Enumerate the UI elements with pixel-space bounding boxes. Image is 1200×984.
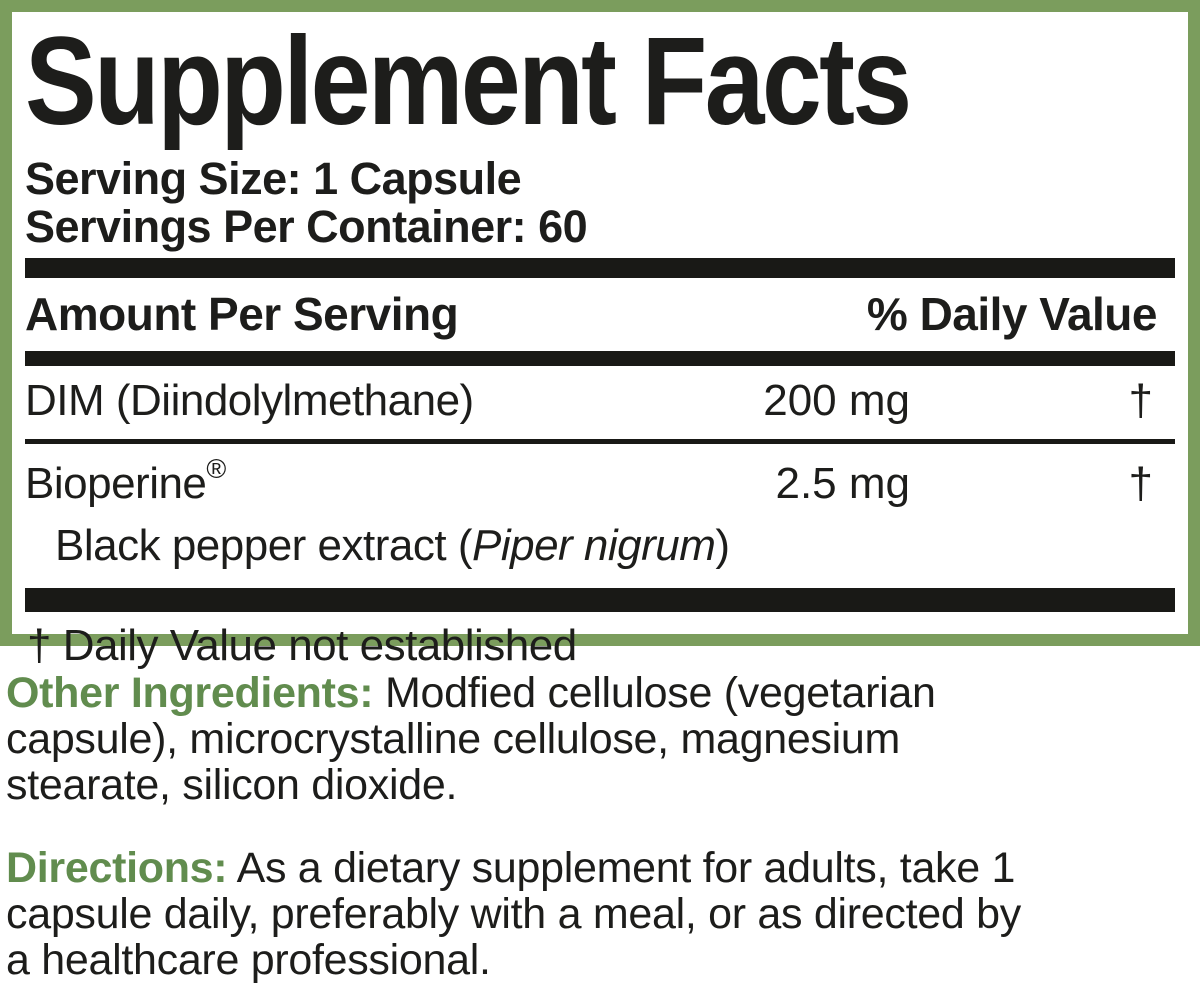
nutrient-row-dim: DIM (Diindolylmethane) 200 mg †	[25, 366, 1175, 439]
divider-rule-thin	[25, 439, 1175, 445]
daily-value-header: % Daily Value	[866, 288, 1158, 341]
sub-ingredient-suffix: )	[715, 521, 730, 571]
nutrient-amount: 2.5 mg	[775, 459, 910, 509]
divider-bar-bottom	[25, 588, 1175, 613]
amount-per-serving-header: Amount Per Serving	[25, 288, 459, 341]
nutrient-amount: 200 mg	[763, 376, 910, 426]
sub-ingredient-prefix: Black pepper extract (	[55, 521, 472, 571]
serving-size-line: Serving Size: 1 Capsule	[25, 153, 522, 204]
other-ingredients-text: Modfied cellulose (vegetarian capsule), …	[6, 669, 936, 809]
sub-ingredient-row: Black pepper extract (Piper nigrum)	[25, 509, 1175, 588]
facts-title: Supplement Facts	[25, 12, 912, 151]
directions-label: Directions:	[6, 844, 228, 892]
registered-trademark-symbol: ®	[206, 454, 227, 485]
directions-section: Directions: As a dietary supplement for …	[6, 845, 1176, 983]
nutrient-row-bioperine: Bioperine® 2.5 mg †	[25, 444, 1175, 509]
table-header-row: Amount Per Serving % Daily Value	[25, 278, 1175, 351]
other-ingredients-label: Other Ingredients:	[6, 669, 374, 717]
serving-info: Serving Size: 1 Capsule Servings Per Con…	[25, 153, 1175, 253]
directions-text: As a dietary supplement for adults, take…	[6, 844, 1021, 984]
sub-ingredient-latin-name: Piper nigrum	[471, 521, 716, 571]
nutrient-daily-value: †	[1128, 459, 1153, 509]
nutrient-name: DIM (Diindolylmethane)	[25, 376, 474, 426]
daily-value-footnote: † Daily Value not established	[27, 621, 577, 671]
other-ingredients-section: Other Ingredients: Modfied cellulose (ve…	[6, 670, 1176, 808]
nutrient-name: Bioperine®	[25, 454, 227, 509]
servings-per-container-line: Servings Per Container: 60	[25, 201, 588, 253]
nutrient-daily-value: †	[1128, 376, 1153, 426]
supplement-facts-panel: Supplement Facts Serving Size: 1 Capsule…	[0, 0, 1200, 670]
divider-bar-top	[25, 258, 1175, 279]
divider-bar-header	[25, 351, 1175, 367]
